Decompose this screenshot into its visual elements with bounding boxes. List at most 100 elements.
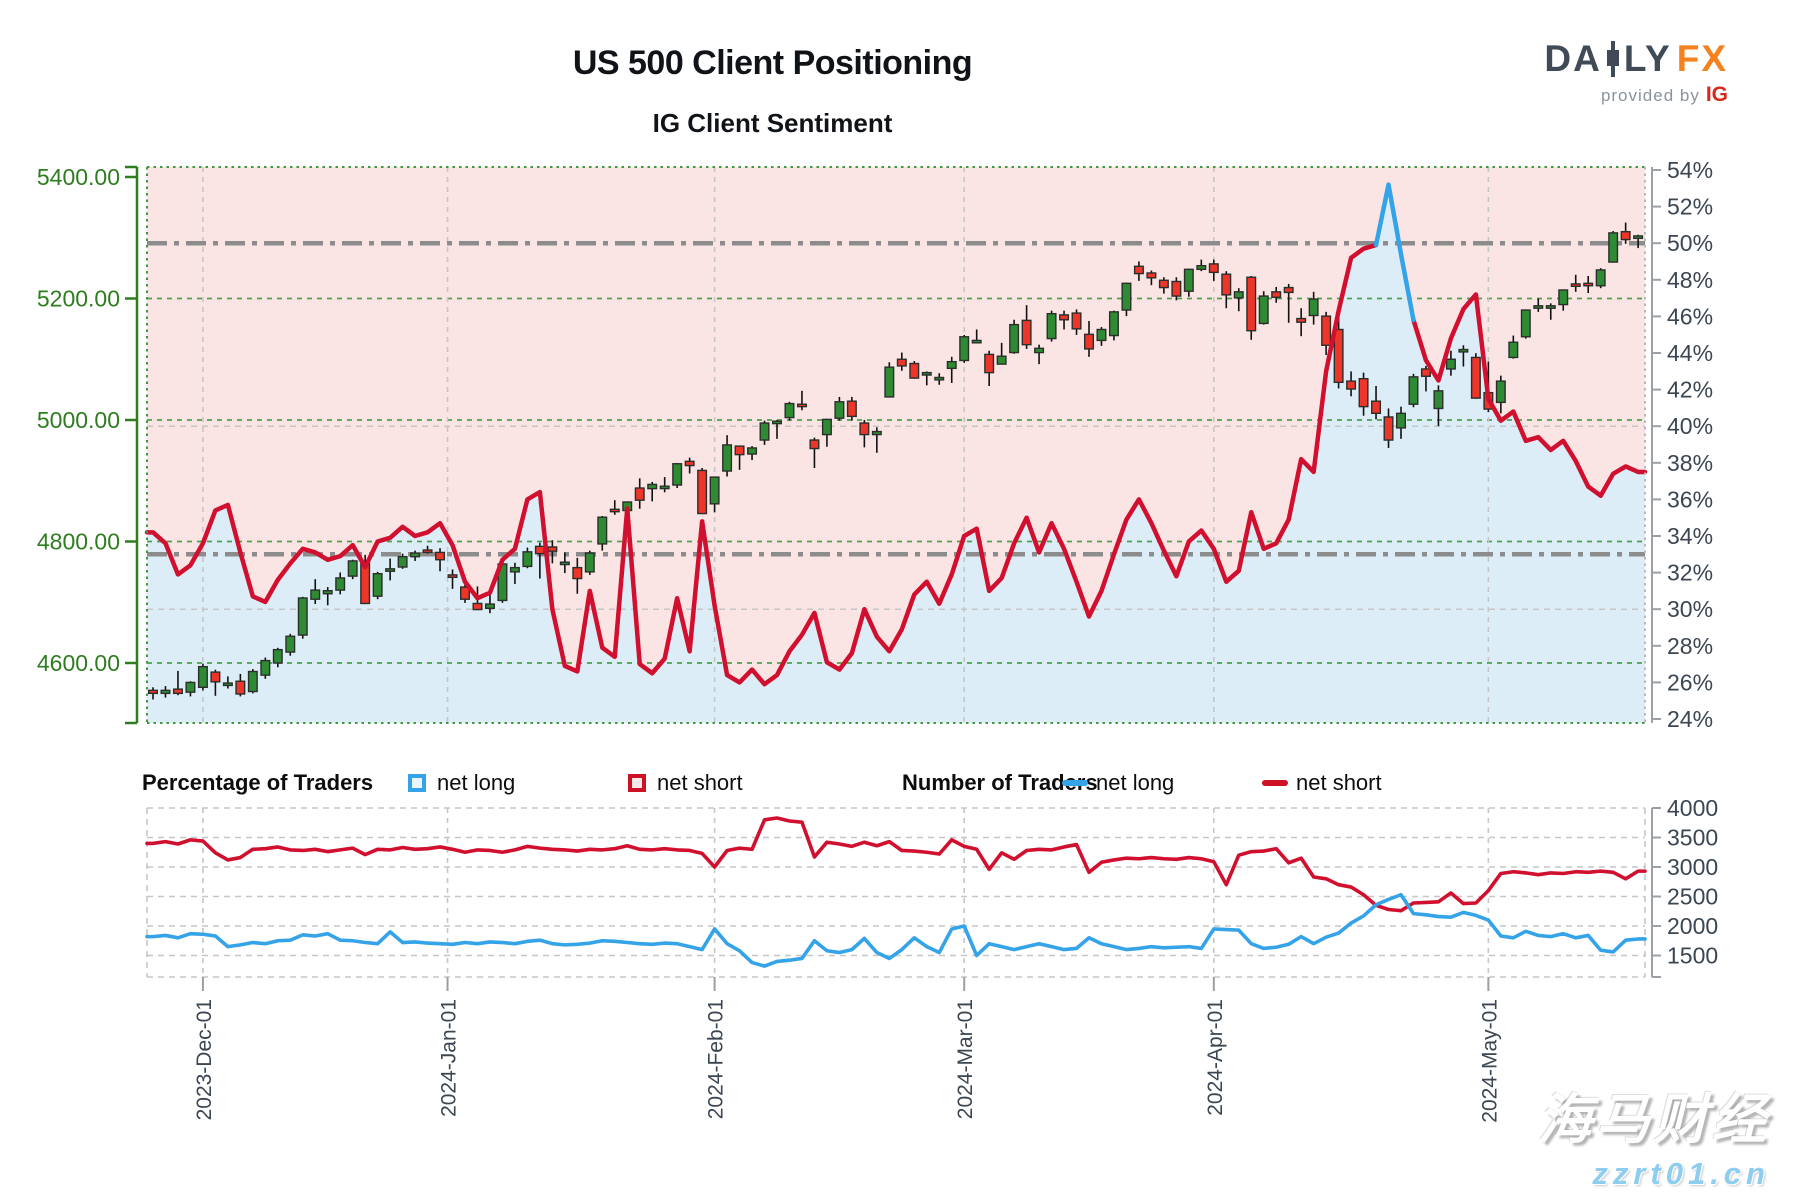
candle-body bbox=[397, 555, 408, 568]
ig-logo: IG bbox=[1705, 83, 1728, 106]
count-tick-label: 4000 bbox=[1667, 795, 1718, 821]
candle-body bbox=[796, 403, 807, 408]
candle-body bbox=[322, 590, 333, 595]
candle-body bbox=[484, 603, 495, 610]
candle-body bbox=[1395, 412, 1406, 429]
candle-body bbox=[1158, 279, 1169, 289]
candle-body bbox=[1620, 230, 1631, 241]
legend-pct-netshort-label: net short bbox=[657, 770, 743, 795]
candle-body bbox=[285, 635, 296, 653]
candle-body bbox=[1046, 312, 1057, 340]
legend-num-netshort-dash bbox=[1262, 768, 1288, 798]
candle-body bbox=[1433, 390, 1444, 410]
candle-body bbox=[834, 401, 845, 419]
candle-body bbox=[1595, 269, 1606, 287]
candle-body bbox=[1458, 348, 1469, 353]
candle-body bbox=[1233, 291, 1244, 299]
pct-tick-label: 26% bbox=[1667, 669, 1713, 695]
candle-body bbox=[347, 560, 358, 577]
candle-body bbox=[1171, 280, 1182, 297]
candle-body bbox=[547, 546, 558, 552]
watermark: 海马财经 zzrt01.cn bbox=[1538, 1075, 1770, 1192]
count-tick-label: 2500 bbox=[1667, 884, 1718, 910]
candle-body bbox=[1383, 416, 1394, 441]
count-tick-label: 1500 bbox=[1667, 943, 1718, 969]
provided-by-row: provided by IG bbox=[1544, 83, 1728, 107]
candle-body bbox=[372, 572, 383, 597]
candle-body bbox=[1408, 376, 1419, 405]
candle-body bbox=[1445, 358, 1456, 370]
candle-body bbox=[1495, 380, 1506, 404]
candle-body bbox=[959, 336, 970, 362]
candle-body bbox=[1420, 368, 1431, 377]
net-short-pct-line bbox=[144, 242, 1379, 687]
net-long-line-icon bbox=[1062, 780, 1088, 786]
candle-body bbox=[871, 430, 882, 436]
legend: Percentage of Traders net long net short… bbox=[0, 768, 1800, 798]
page-title: US 500 Client Positioning bbox=[572, 44, 973, 82]
candle-body bbox=[1034, 347, 1045, 354]
price-tick-label: 5200.00 bbox=[37, 286, 120, 312]
date-tick-label: 2024-Apr-01 bbox=[1204, 999, 1227, 1116]
price-tick-label: 4600.00 bbox=[37, 650, 120, 676]
candle-body bbox=[984, 353, 995, 374]
net-short-line-icon bbox=[1262, 780, 1288, 786]
pct-tick-label: 42% bbox=[1667, 377, 1713, 403]
candle-body bbox=[971, 339, 982, 344]
candle-body bbox=[709, 476, 720, 505]
candle-body bbox=[784, 402, 795, 419]
candle-body bbox=[1071, 312, 1082, 330]
candle-body bbox=[1196, 264, 1207, 271]
net-long-pct-line bbox=[1373, 182, 1416, 323]
candle-body bbox=[909, 362, 920, 379]
legend-num-netlong-dash bbox=[1062, 768, 1088, 798]
candle-body bbox=[422, 549, 433, 554]
net-short-swatch-icon bbox=[628, 774, 646, 792]
candle-body bbox=[684, 460, 695, 467]
candle-body bbox=[435, 551, 446, 561]
date-tick-label: 2024-Jan-01 bbox=[438, 999, 461, 1117]
candle-body bbox=[1470, 356, 1481, 399]
candle-body bbox=[1346, 380, 1357, 390]
candle-body bbox=[1083, 333, 1094, 350]
net-short-pct-line bbox=[1411, 292, 1648, 498]
candle-body bbox=[1096, 328, 1107, 342]
candle-body bbox=[809, 439, 820, 450]
candle-body bbox=[1321, 315, 1332, 346]
candle-body bbox=[1583, 282, 1594, 287]
pct-tick-label: 30% bbox=[1667, 596, 1713, 622]
legend-pct-netlong-swatch bbox=[408, 768, 426, 798]
candle-body bbox=[1221, 273, 1232, 296]
candle-body bbox=[1570, 283, 1581, 288]
pct-tick-label: 34% bbox=[1667, 523, 1713, 549]
candle-body bbox=[247, 670, 258, 693]
candle-body bbox=[1333, 328, 1344, 384]
candle-body bbox=[1121, 282, 1132, 311]
candle-body bbox=[172, 688, 183, 695]
candle-body bbox=[1296, 317, 1307, 323]
candle-body bbox=[1545, 305, 1556, 309]
date-tick-label: 2023-Dec-01 bbox=[193, 999, 216, 1120]
candle-body bbox=[647, 483, 658, 490]
legend-pct-netlong-label: net long bbox=[437, 770, 516, 795]
candle-body bbox=[1246, 276, 1257, 332]
candle-body bbox=[921, 371, 932, 376]
legend-pct-netshort-swatch bbox=[628, 768, 646, 798]
candle-body bbox=[1371, 400, 1382, 415]
net-short-count-line bbox=[145, 816, 1647, 913]
candle-body bbox=[410, 552, 421, 558]
candle-body bbox=[1608, 232, 1619, 263]
candle-body bbox=[884, 366, 895, 398]
candle-body bbox=[1271, 291, 1282, 298]
dailyfx-logo: DA LY FX provided by IG bbox=[1544, 40, 1728, 107]
candle-body bbox=[1208, 263, 1219, 274]
date-tick-label: 2024-Mar-01 bbox=[954, 999, 977, 1119]
dailyfx-wordmark: DA LY FX bbox=[1544, 40, 1728, 77]
date-tick-label: 2024-May-01 bbox=[1478, 999, 1501, 1123]
candle-body bbox=[310, 589, 321, 600]
candle-body bbox=[160, 689, 171, 695]
candle-body bbox=[1633, 235, 1644, 240]
candle-body bbox=[672, 463, 683, 486]
candle-body bbox=[385, 568, 396, 572]
candle-body bbox=[697, 469, 708, 515]
